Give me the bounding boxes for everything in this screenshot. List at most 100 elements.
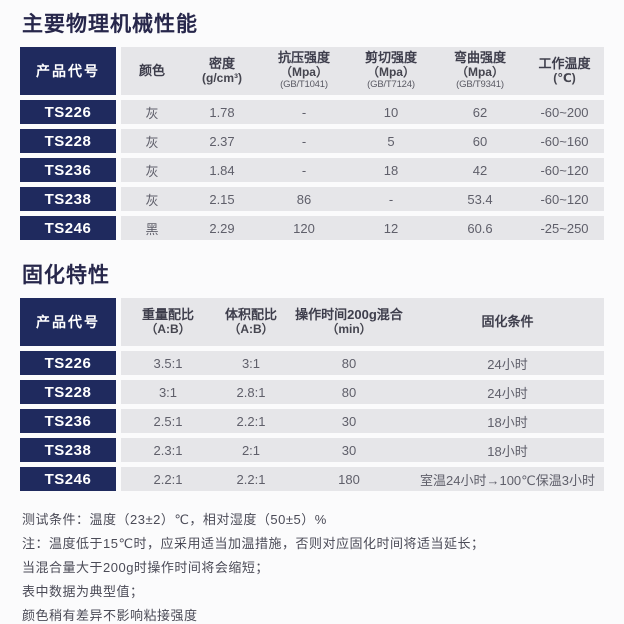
column-header-working-temp: 工作温度 (℃)	[538, 55, 591, 85]
row-band: 2.5:1 2.2:1 30 18小时	[121, 409, 604, 433]
table-cell: 5	[387, 133, 395, 149]
table-row: TS226 3.5:1 3:1 80 24小时	[20, 351, 604, 375]
table-cell: -60~200	[540, 104, 589, 120]
table-cell: 3:1	[241, 355, 261, 371]
product-code-badge: TS228	[20, 129, 116, 153]
table-cell: 120	[293, 220, 315, 236]
row-band: 灰 2.37 - 5 60 -60~160	[121, 129, 604, 153]
column-header-working-time: 操作时间200g混合 （min）	[295, 306, 403, 336]
table-cell: 2.29	[209, 220, 235, 236]
row-band: 灰 2.15 86 - 53.4 -60~120	[121, 187, 604, 211]
table-row: TS246 2.2:1 2.2:1 180 室温24小时→100℃保温3小时	[20, 467, 604, 491]
table-cell: 42	[472, 162, 488, 178]
column-header-weight-ratio: 重量配比 （A:B）	[141, 306, 194, 336]
table-cell: 180	[338, 471, 360, 487]
table-cell: 室温24小时→100℃保温3小时	[420, 472, 595, 488]
table-cell: -	[301, 133, 307, 149]
table-cell: 80	[341, 384, 357, 400]
table-row: TS228 3:1 2.8:1 80 24小时	[20, 380, 604, 404]
curing-header-row: 产品代号 重量配比 （A:B） 体积配比 （A:B） 操作时间200g混合 （m…	[20, 298, 604, 346]
table-cell: 1.78	[209, 104, 235, 120]
column-header-shear: 剪切强度 （Mpa） (GB/T7124)	[364, 50, 417, 90]
table-cell: 62	[472, 104, 488, 120]
table-row: TS238 2.3:1 2:1 30 18小时	[20, 438, 604, 462]
table-cell: 60.6	[467, 220, 493, 236]
table-row: TS246 黑 2.29 120 12 60.6 -25~250	[20, 216, 604, 240]
table-cell: 24小时	[487, 385, 528, 401]
column-header-density: 密度 (g/cm³)	[202, 55, 242, 85]
column-header-compressive: 抗压强度 （Mpa） (GB/T1041)	[277, 50, 330, 90]
row-band: 3.5:1 3:1 80 24小时	[121, 351, 604, 375]
row-band: 灰 1.78 - 10 62 -60~200	[121, 100, 604, 124]
product-code-badge: TS236	[20, 158, 116, 182]
note-test-conditions: 测试条件：温度（23±2）℃，相对湿度（50±5）%	[22, 512, 327, 527]
table-cell: 2.8:1	[236, 384, 266, 400]
product-code-badge: TS246	[20, 216, 116, 240]
table-row: TS228 灰 2.37 - 5 60 -60~160	[20, 129, 604, 153]
row-band: 3:1 2.8:1 80 24小时	[121, 380, 604, 404]
table-cell: 1.84	[209, 162, 235, 178]
column-header-volume-ratio: 体积配比 （A:B）	[224, 306, 277, 336]
product-code-header: 产品代号	[20, 298, 116, 346]
note-typical-values: 表中数据为典型值；	[22, 584, 144, 599]
table-row: TS236 灰 1.84 - 18 42 -60~120	[20, 158, 604, 182]
table-cell: 3:1	[158, 384, 178, 400]
curing-table: 产品代号 重量配比 （A:B） 体积配比 （A:B） 操作时间200g混合 （m…	[20, 298, 604, 491]
product-code-badge: TS238	[20, 438, 116, 462]
column-header-flexural: 弯曲强度 （Mpa） (GB/T9341)	[453, 50, 506, 90]
note-mixing-amount: 当混合量大于200g时操作时间将会缩短；	[22, 560, 269, 575]
curing-header-band: 重量配比 （A:B） 体积配比 （A:B） 操作时间200g混合 （min） 固…	[121, 298, 604, 346]
table-cell: 80	[341, 355, 357, 371]
footnotes: 测试条件：温度（23±2）℃，相对湿度（50±5）% 注：温度低于15℃时，应采…	[22, 508, 604, 624]
row-band: 黑 2.29 120 12 60.6 -25~250	[121, 216, 604, 240]
product-code-badge: TS226	[20, 351, 116, 375]
product-code-badge: TS238	[20, 187, 116, 211]
table-cell: 18	[383, 162, 399, 178]
table-cell: 60	[472, 133, 488, 149]
table-cell: 2.2:1	[153, 471, 183, 487]
table-cell: -25~250	[540, 220, 589, 236]
note-color-variation: 颜色稍有差异不影响粘接强度	[22, 608, 198, 623]
mechanical-section-title: 主要物理机械性能	[22, 13, 198, 36]
mechanical-header-band: 颜色 密度 (g/cm³) 抗压强度 （Mpa） (GB/T1041) 剪切强度…	[121, 47, 604, 95]
curing-section-title: 固化特性	[22, 264, 110, 287]
product-code-badge: TS228	[20, 380, 116, 404]
table-cell: 24小时	[487, 356, 528, 372]
product-code-badge: TS226	[20, 100, 116, 124]
table-cell: -	[388, 191, 394, 207]
mechanical-table: 产品代号 颜色 密度 (g/cm³) 抗压强度 （Mpa） (GB/T1041)…	[20, 47, 604, 240]
note-low-temperature: 注：温度低于15℃时，应采用适当加温措施，否则对应固化时间将适当延长；	[22, 536, 485, 551]
table-cell: -60~160	[540, 133, 589, 149]
mechanical-header-row: 产品代号 颜色 密度 (g/cm³) 抗压强度 （Mpa） (GB/T1041)…	[20, 47, 604, 95]
table-cell: 灰	[145, 105, 159, 121]
table-cell: -	[301, 104, 307, 120]
table-row: TS236 2.5:1 2.2:1 30 18小时	[20, 409, 604, 433]
table-cell: 2:1	[241, 442, 261, 458]
table-row: TS226 灰 1.78 - 10 62 -60~200	[20, 100, 604, 124]
table-row: TS238 灰 2.15 86 - 53.4 -60~120	[20, 187, 604, 211]
product-code-badge: TS246	[20, 467, 116, 491]
column-header-cure-condition: 固化条件	[481, 313, 534, 329]
table-cell: -60~120	[540, 162, 589, 178]
table-cell: 黑	[145, 221, 159, 237]
table-cell: 30	[341, 413, 357, 429]
table-cell: 12	[383, 220, 399, 236]
table-cell: 2.2:1	[236, 413, 266, 429]
column-header-color: 颜色	[138, 62, 165, 78]
table-cell: 2.3:1	[153, 442, 183, 458]
table-cell: -	[301, 162, 307, 178]
table-cell: 53.4	[467, 191, 493, 207]
table-cell: -60~120	[540, 191, 589, 207]
table-cell: 10	[383, 104, 399, 120]
table-cell: 18小时	[487, 443, 528, 459]
table-cell: 2.2:1	[236, 471, 266, 487]
table-cell: 灰	[145, 192, 159, 208]
table-cell: 3.5:1	[153, 355, 183, 371]
table-cell: 灰	[145, 163, 159, 179]
table-cell: 灰	[145, 134, 159, 150]
table-cell: 86	[296, 191, 312, 207]
table-cell: 2.37	[209, 133, 235, 149]
table-cell: 18小时	[487, 414, 528, 430]
row-band: 灰 1.84 - 18 42 -60~120	[121, 158, 604, 182]
